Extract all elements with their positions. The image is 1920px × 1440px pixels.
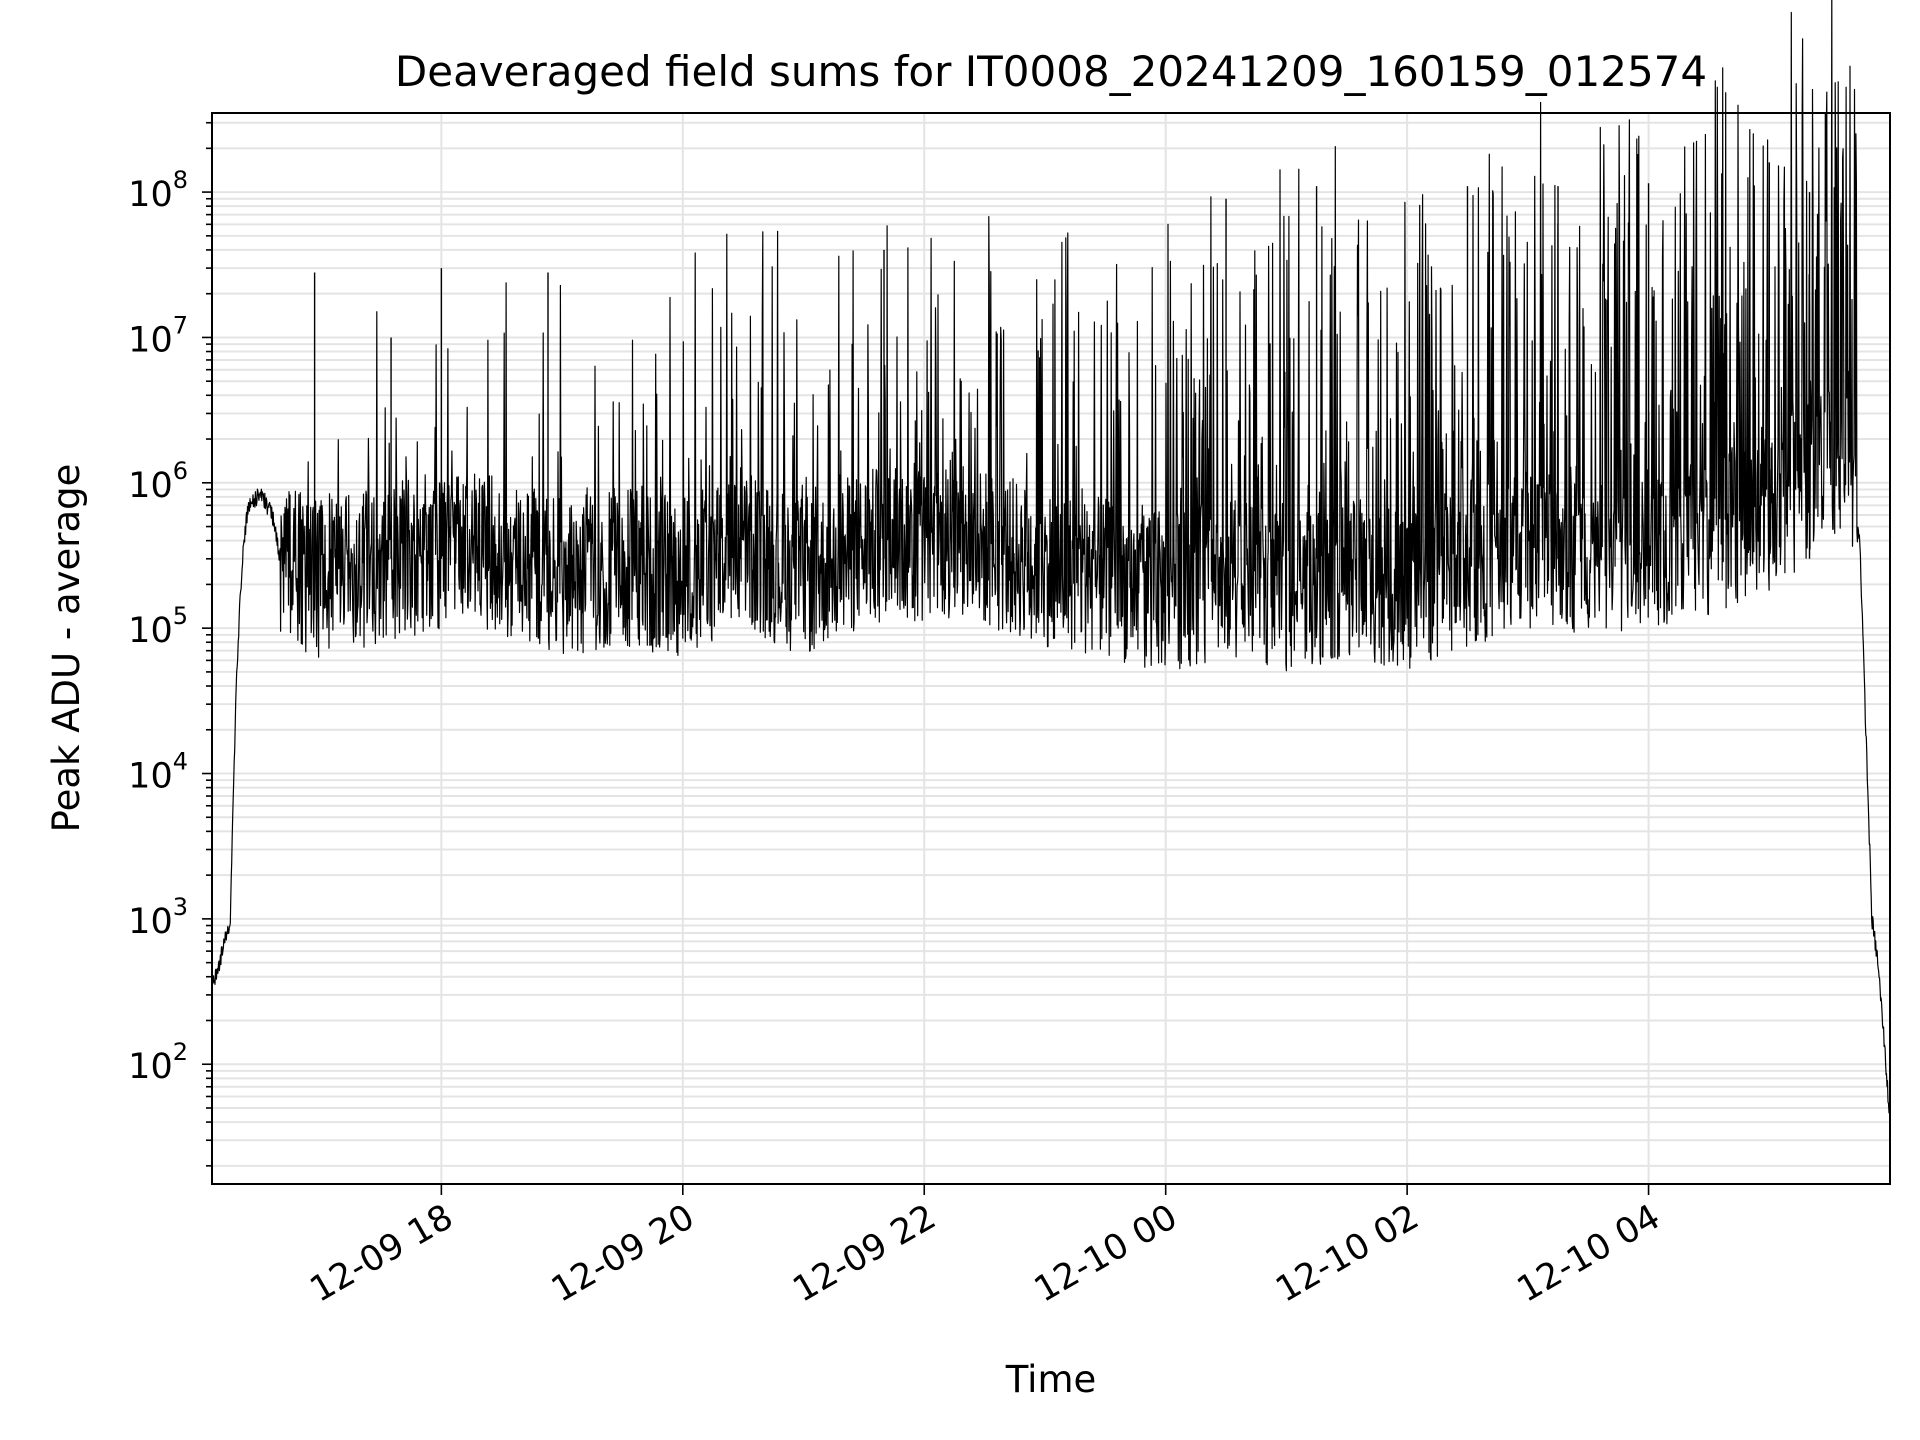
y-tick-label: 102 xyxy=(128,1038,188,1087)
y-tick-base: 10 xyxy=(128,757,173,797)
y-tick-base: 10 xyxy=(128,175,173,215)
y-tick-label: 106 xyxy=(128,457,188,506)
y-tick-exponent: 7 xyxy=(173,311,188,339)
y-tick-label: 103 xyxy=(128,893,188,942)
chart-title: Deaveraged field sums for IT0008_2024120… xyxy=(395,47,1707,96)
plot-frame xyxy=(211,112,1891,1185)
y-tick-base: 10 xyxy=(128,320,173,360)
y-tick-base: 10 xyxy=(128,1047,173,1087)
y-tick-exponent: 8 xyxy=(173,166,188,194)
y-tick-base: 10 xyxy=(128,466,173,506)
y-tick-label: 108 xyxy=(128,166,188,215)
y-tick-label: 107 xyxy=(128,311,188,360)
series-trace xyxy=(211,0,1891,1125)
series-line xyxy=(211,0,1891,1125)
y-tick-exponent: 5 xyxy=(173,602,188,630)
y-tick-base: 10 xyxy=(128,611,173,651)
y-tick-exponent: 4 xyxy=(173,748,188,776)
y-axis-label: Peak ADU - average xyxy=(45,464,88,833)
y-tick-exponent: 6 xyxy=(173,457,188,485)
y-tick-exponent: 3 xyxy=(173,893,188,921)
x-axis-label: Time xyxy=(1005,1358,1097,1401)
y-tick-label: 105 xyxy=(128,602,188,651)
y-tick-exponent: 2 xyxy=(173,1038,188,1066)
y-tick-label: 104 xyxy=(128,748,188,797)
y-tick-base: 10 xyxy=(128,902,173,942)
